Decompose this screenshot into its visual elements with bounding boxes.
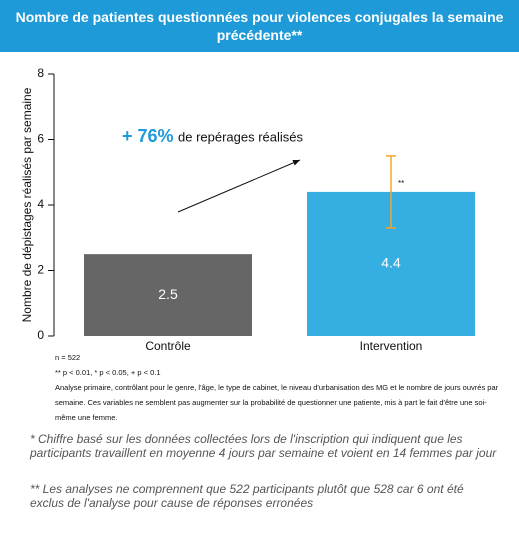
y-tick-label: 6 <box>37 132 44 146</box>
significance-label: ** <box>398 179 404 188</box>
y-tick-label: 0 <box>37 328 44 342</box>
chart: Nombre de dépistages réalisés par semain… <box>20 66 475 353</box>
footnote: * Chiffre basé sur les données collectée… <box>30 432 497 460</box>
value-label: 4.4 <box>381 255 401 271</box>
note: n = 522 <box>55 353 81 362</box>
annotation-value: + 76% <box>122 126 174 146</box>
y-tick-label: 4 <box>37 197 44 211</box>
x-tick-label: Contrôle <box>145 339 191 353</box>
x-tick-label: Intervention <box>360 339 423 353</box>
y-axis-label: Nombre de dépistages réalisés par semain… <box>20 87 34 322</box>
value-label: 2.5 <box>158 286 178 302</box>
arrow <box>177 159 301 213</box>
y-tick-label: 8 <box>37 66 44 80</box>
y-tick-label: 2 <box>37 263 44 277</box>
footnote: ** Les analyses ne comprennent que 522 p… <box>30 482 464 510</box>
annotation-text: de repérages réalisés <box>178 129 304 144</box>
header-title: Nombre de patientes questionnées pour vi… <box>0 0 519 52</box>
note: ** p < 0.01, * p < 0.05, + p < 0.1 <box>55 368 161 377</box>
bar <box>84 254 252 336</box>
note: Analyse primaire, contrôlant pour le gen… <box>55 383 499 422</box>
